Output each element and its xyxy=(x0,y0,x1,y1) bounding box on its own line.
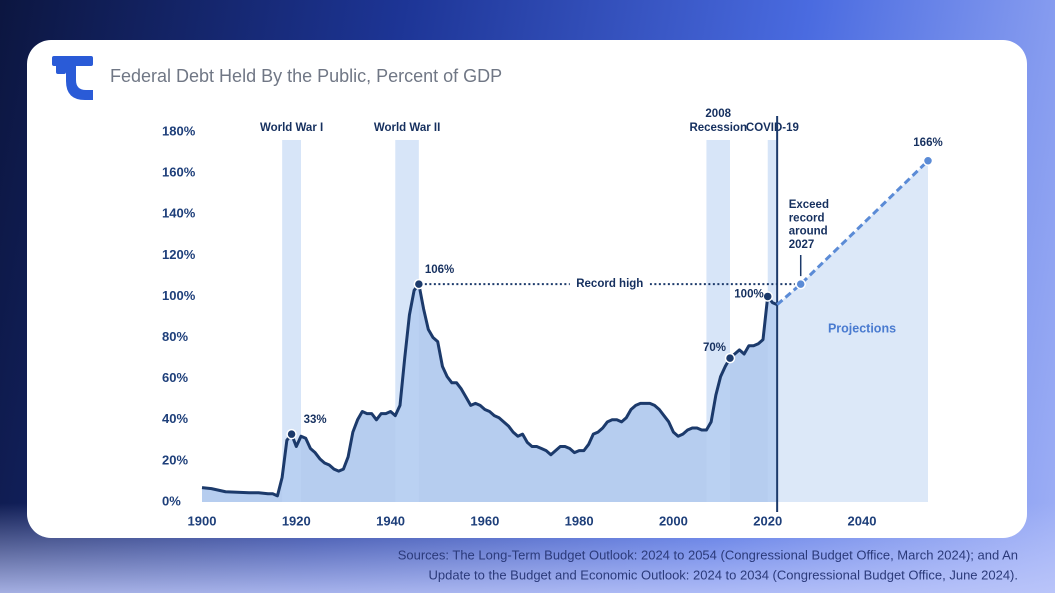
highlight-dot xyxy=(922,155,934,167)
highlight-label: 70% xyxy=(703,342,726,354)
highlight-label: 100% xyxy=(734,288,763,300)
highlight-label: 166% xyxy=(913,137,942,149)
x-tick-label: 1960 xyxy=(470,513,499,528)
period-label: COVID-19 xyxy=(746,122,799,134)
area xyxy=(777,160,928,502)
record-label: Record high xyxy=(576,278,643,290)
source-note: Sources: The Long-Term Budget Outlook: 2… xyxy=(398,547,1018,562)
y-tick-label: 80% xyxy=(162,329,188,344)
chart-title: Federal Debt Held By the Public, Percent… xyxy=(110,66,502,86)
exceed-note: Exceed xyxy=(789,199,829,211)
period-band xyxy=(282,140,301,502)
highlight-label: 33% xyxy=(304,414,327,426)
y-tick-label: 140% xyxy=(162,206,196,221)
y-tick-label: 60% xyxy=(162,370,188,385)
label-bg xyxy=(569,276,650,293)
exceed-note: record xyxy=(789,212,825,224)
period-label: 2008 xyxy=(705,108,731,120)
highlight-dot xyxy=(286,428,297,440)
period-band xyxy=(706,140,730,502)
period-label: World War II xyxy=(374,122,440,134)
x-tick-label: 1900 xyxy=(188,513,217,528)
y-tick-label: 120% xyxy=(162,247,196,262)
highlight-label: 106% xyxy=(425,264,454,276)
y-tick-label: 0% xyxy=(162,493,181,508)
y-tick-label: 160% xyxy=(162,165,196,180)
highlight-dot xyxy=(413,278,425,290)
highlight-dot xyxy=(724,352,736,364)
highlight-dot xyxy=(795,278,806,290)
highlight-dot xyxy=(762,291,773,302)
y-tick-label: 100% xyxy=(162,288,196,303)
period-band xyxy=(767,140,778,502)
x-tick-label: 1940 xyxy=(376,513,405,528)
area xyxy=(202,284,778,502)
x-tick-label: 2040 xyxy=(848,513,877,528)
period-label: Recession xyxy=(689,122,747,134)
period-band xyxy=(395,140,419,502)
x-tick-label: 1920 xyxy=(282,513,311,528)
projection-label: Projections xyxy=(828,321,896,335)
period-label: World War I xyxy=(260,122,323,134)
line xyxy=(201,282,778,498)
logo xyxy=(52,56,93,100)
exceed-note: around xyxy=(789,226,828,238)
y-tick-label: 20% xyxy=(162,452,188,467)
x-tick-label: 2020 xyxy=(753,513,782,528)
x-tick-label: 1980 xyxy=(565,513,594,528)
exceed-note: 2027 xyxy=(789,239,815,251)
x-tick-label: 2000 xyxy=(659,513,688,528)
source-note: Update to the Budget and Economic Outloo… xyxy=(429,567,1018,582)
line xyxy=(776,159,930,306)
y-tick-label: 180% xyxy=(162,123,196,138)
y-tick-label: 40% xyxy=(162,411,188,426)
